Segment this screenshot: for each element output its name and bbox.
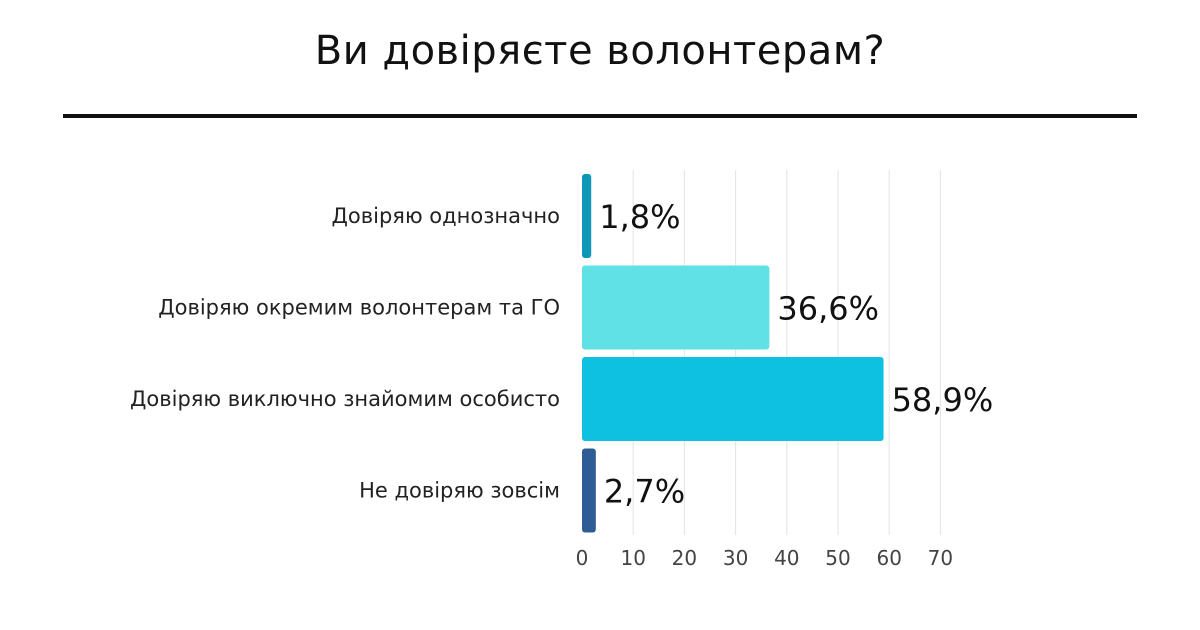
category-label: Довіряю однозначно bbox=[332, 204, 560, 228]
data-label: 36,6% bbox=[777, 290, 879, 328]
bar bbox=[582, 357, 884, 441]
x-tick-label: 20 bbox=[672, 546, 697, 570]
data-label: 58,9% bbox=[892, 381, 994, 419]
x-axis-ticks: 0 10 20 30 40 50 60 70 bbox=[576, 546, 953, 570]
gridlines bbox=[632, 170, 941, 535]
x-tick-label: 10 bbox=[620, 546, 645, 570]
bar bbox=[582, 174, 592, 258]
category-label: Довіряю окремим волонтерам та ГО bbox=[158, 296, 560, 320]
x-tick-label: 30 bbox=[723, 546, 748, 570]
data-label: 1,8% bbox=[599, 198, 680, 236]
x-tick-label: 50 bbox=[825, 546, 850, 570]
category-label: Не довіряю зовсім bbox=[359, 479, 560, 503]
x-tick-label: 70 bbox=[928, 546, 953, 570]
chart-title: Ви довіряєте волонтерам? bbox=[314, 28, 886, 74]
bar bbox=[582, 448, 596, 533]
x-tick-label: 0 bbox=[576, 546, 589, 570]
x-tick-label: 40 bbox=[774, 546, 799, 570]
data-label: 2,7% bbox=[604, 473, 685, 511]
category-labels: Довіряю однозначно Довіряю окремим волонт… bbox=[130, 204, 560, 503]
bar bbox=[582, 265, 770, 350]
x-tick-label: 60 bbox=[876, 546, 901, 570]
value-labels: 1,8% 36,6% 58,9% 2,7% bbox=[599, 198, 993, 511]
title-divider bbox=[63, 114, 1137, 118]
bars bbox=[582, 174, 884, 533]
category-label: Довіряю виключно знайомим особисто bbox=[130, 387, 560, 411]
